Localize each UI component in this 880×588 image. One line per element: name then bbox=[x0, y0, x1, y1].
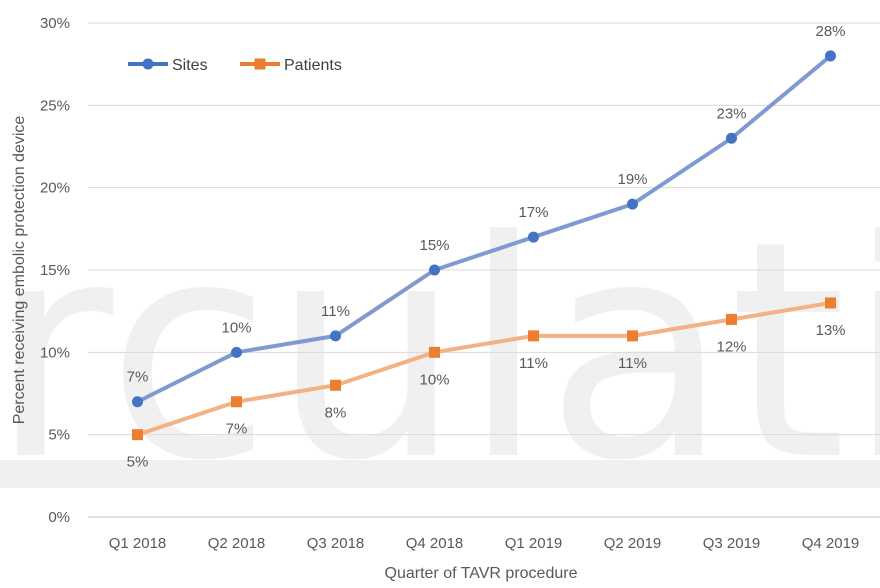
data-label: 10% bbox=[221, 319, 251, 336]
data-point bbox=[132, 429, 143, 441]
data-label: 19% bbox=[617, 171, 647, 188]
data-point bbox=[132, 396, 143, 408]
watermark-band bbox=[0, 460, 880, 488]
data-label: 7% bbox=[226, 421, 248, 438]
data-point bbox=[231, 396, 242, 408]
data-point bbox=[330, 379, 341, 391]
x-tick-label: Q3 2018 bbox=[307, 535, 365, 552]
data-labels: 7% 10% 11% 15% 17% 19% 23% 28% 5% 7% 8% 10% 11% 11% 12… bbox=[127, 23, 846, 471]
legend-label: Sites bbox=[172, 57, 208, 74]
data-point bbox=[231, 346, 242, 358]
data-label: 7% bbox=[127, 369, 149, 386]
y-tick-label: 0% bbox=[48, 509, 70, 526]
y-tick-label: 15% bbox=[40, 262, 70, 279]
data-point bbox=[726, 313, 737, 325]
series-line-patients bbox=[135, 300, 833, 437]
data-point bbox=[429, 264, 440, 276]
data-point bbox=[330, 330, 341, 342]
data-label: 28% bbox=[815, 23, 845, 40]
x-tick-label: Q2 2018 bbox=[208, 535, 266, 552]
series-group bbox=[132, 50, 836, 441]
data-label: 11% bbox=[519, 355, 548, 372]
data-point bbox=[825, 50, 836, 62]
gridlines bbox=[88, 22, 880, 518]
y-tick-label: 10% bbox=[40, 344, 70, 361]
data-label: 15% bbox=[419, 237, 449, 254]
x-tick-label: Q2 2019 bbox=[604, 535, 662, 552]
x-tick-label: Q4 2018 bbox=[406, 535, 464, 552]
y-tick-label: 30% bbox=[40, 15, 70, 32]
data-point bbox=[528, 330, 539, 342]
data-point bbox=[726, 132, 737, 144]
legend-marker bbox=[254, 58, 266, 70]
x-tick-label: Q1 2018 bbox=[109, 535, 167, 552]
y-axis-title: Percent receiving embolic protection dev… bbox=[11, 116, 28, 425]
data-label: 11% bbox=[618, 355, 647, 372]
data-label: 11% bbox=[321, 303, 350, 320]
x-tick-label: Q1 2019 bbox=[505, 535, 563, 552]
data-label: 13% bbox=[815, 322, 845, 339]
data-label: 23% bbox=[716, 105, 746, 122]
data-label: 17% bbox=[518, 204, 548, 221]
x-tick-label: Q4 2019 bbox=[802, 535, 860, 552]
x-axis-ticks: Q1 2018 Q2 2018 Q3 2018 Q4 2018 Q1 2019 Q2 20… bbox=[109, 535, 860, 552]
data-point bbox=[627, 198, 638, 210]
y-tick-label: 5% bbox=[48, 427, 70, 444]
data-point bbox=[627, 330, 638, 342]
legend: Sites Patients bbox=[128, 57, 342, 74]
legend-label: Patients bbox=[284, 57, 342, 74]
y-tick-label: 20% bbox=[40, 180, 70, 197]
y-axis-ticks: 0% 5% 10% 15% 20% 25% 30% bbox=[40, 15, 70, 526]
data-label: 5% bbox=[127, 454, 149, 471]
data-label: 8% bbox=[325, 404, 347, 421]
data-point bbox=[825, 297, 836, 309]
data-label: 12% bbox=[716, 338, 746, 355]
data-point bbox=[429, 346, 440, 358]
x-axis-title: Quarter of TAVR procedure bbox=[385, 565, 578, 582]
y-tick-label: 25% bbox=[40, 97, 70, 114]
data-point bbox=[528, 231, 539, 243]
series-line-sites bbox=[135, 53, 833, 404]
legend-marker bbox=[142, 58, 154, 70]
x-tick-label: Q3 2019 bbox=[703, 535, 761, 552]
data-label: 10% bbox=[419, 371, 449, 388]
